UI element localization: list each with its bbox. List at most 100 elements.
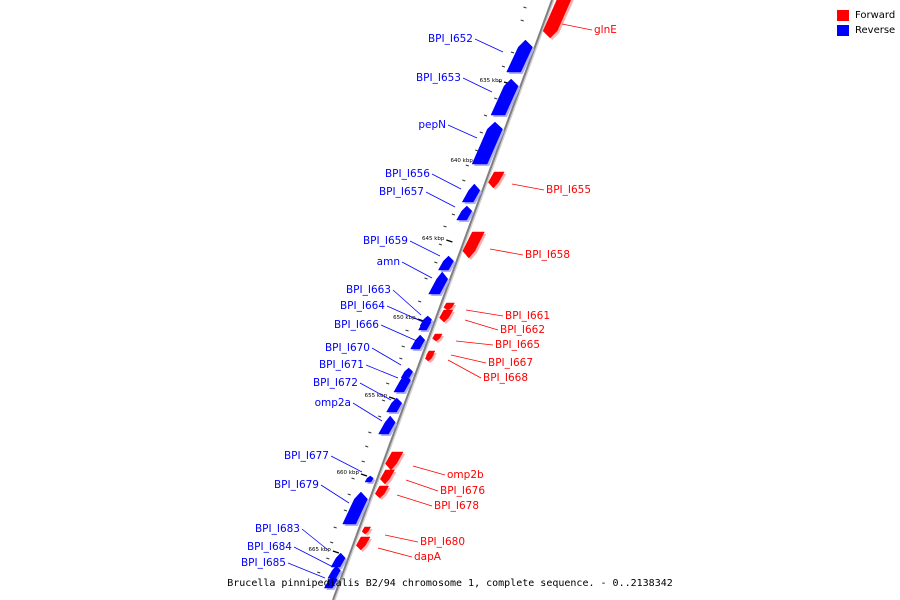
gene-glyph-BPI_I653 (490, 78, 519, 116)
kbp-tick (360, 473, 368, 477)
minor-tick (333, 526, 337, 529)
minor-tick (443, 225, 447, 228)
gene-connector (447, 359, 482, 379)
gene-connector (371, 347, 402, 366)
gene-connector (320, 484, 350, 504)
minor-tick (462, 179, 466, 182)
minor-tick (494, 97, 498, 100)
map-caption: Brucella pinnipedialis B2/94 chromosome … (227, 578, 673, 589)
gene-glyph-BPI_I672 (386, 397, 403, 413)
kbp-tick-label: 635 kbp (480, 78, 503, 84)
minor-tick (347, 493, 351, 496)
gene-label: BPI_I668 (483, 372, 528, 384)
gene-connector (464, 319, 499, 331)
reverse-swatch (837, 25, 849, 36)
gene-label: BPI_I653 (416, 72, 461, 84)
gene-label: BPI_I662 (500, 324, 545, 336)
gene-connector (412, 465, 446, 476)
gene-connector (401, 261, 433, 279)
gene-glyph-BPI_I655 (488, 171, 505, 189)
minor-tick (401, 345, 405, 348)
gene-label: BPI_I663 (346, 284, 391, 296)
minor-tick (483, 114, 488, 117)
gene-connector (431, 173, 462, 190)
gene-connector (287, 562, 326, 579)
gene-glyph-BPI_I676 (380, 469, 395, 485)
minor-tick (343, 509, 348, 512)
gene-glyph-BPI_I680 (361, 526, 372, 535)
kbp-tick-label: 650 kbp (393, 315, 416, 321)
gene-label: BPI_I683 (255, 523, 300, 535)
gene-glyph-BPI_I656 (461, 183, 481, 203)
gene-label: omp2a (315, 397, 351, 409)
gene-connector (447, 124, 478, 139)
kbp-tick (446, 239, 453, 243)
gene-connector (425, 191, 456, 208)
gene-label: BPI_I659 (363, 235, 408, 247)
gene-label: BPI_I658 (525, 249, 570, 261)
gene-glyph-BPI_I657 (456, 205, 473, 221)
legend-forward: Forward (837, 8, 895, 23)
gene-glyph-pepN (471, 121, 503, 165)
gene-connector (561, 23, 593, 31)
gene-glyph-BPI_I661 (443, 302, 455, 311)
gene-label: BPI_I679 (274, 479, 319, 491)
minor-tick (465, 164, 469, 167)
gene-connector (384, 534, 419, 543)
minor-tick (330, 541, 334, 544)
gene-glyph-BPI_I677 (364, 475, 374, 483)
minor-tick (417, 300, 422, 303)
gene-glyph-BPI_I658 (462, 231, 485, 259)
gene-label: BPI_I677 (284, 450, 329, 462)
gene-connector (352, 402, 383, 422)
gene-glyph-dapA (355, 536, 371, 551)
kbp-tick-label: 645 kbp (422, 236, 445, 242)
minor-tick (501, 65, 506, 68)
minor-tick (438, 243, 443, 246)
gene-glyph-omp2b (385, 451, 404, 471)
gene-connector (386, 305, 424, 323)
kbp-tick (332, 550, 340, 554)
gene-glyph-BPI_I664 (418, 317, 432, 331)
minor-tick (520, 19, 524, 22)
gene-label: BPI_I667 (488, 357, 533, 369)
gene-label: pepN (418, 119, 446, 131)
gene-connector (330, 455, 363, 473)
minor-tick (351, 477, 355, 480)
minor-tick (365, 445, 369, 448)
gene-label: BPI_I656 (385, 168, 430, 180)
gene-label: BPI_I665 (495, 339, 540, 351)
gene-label: BPI_I678 (434, 500, 479, 512)
minor-tick (368, 431, 372, 434)
gene-connector (359, 382, 392, 401)
gene-glyph-BPI_I685 (323, 574, 338, 589)
gene-connector (489, 248, 524, 256)
gene-connector (301, 528, 329, 551)
gene-connector (392, 289, 422, 316)
gene-label: BPI_I671 (319, 359, 364, 371)
gene-connector (511, 183, 545, 191)
gene-label: BPI_I684 (247, 541, 292, 553)
gene-glyph-BPI_I665 (432, 333, 443, 342)
minor-tick (361, 460, 365, 463)
gene-glyph-amn (428, 271, 449, 295)
gene-label: BPI_I670 (325, 342, 370, 354)
gene-connector (462, 77, 493, 93)
kbp-tick (388, 396, 396, 400)
gene-glyph-glnE (542, 0, 572, 39)
forward-swatch (837, 10, 849, 21)
gene-label: BPI_I676 (440, 485, 485, 497)
gene-connector (465, 309, 504, 317)
gene-glyph-BPI_I659 (438, 255, 454, 271)
minor-tick (523, 6, 527, 9)
minor-tick (424, 277, 428, 280)
minor-tick (405, 329, 409, 332)
backbone (332, 0, 553, 600)
gene-label: BPI_I661 (505, 310, 550, 322)
gene-connector (474, 38, 504, 53)
gene-label: BPI_I672 (313, 377, 358, 389)
minor-tick (399, 357, 403, 360)
gene-label: BPI_I680 (420, 536, 465, 548)
kbp-tick (417, 318, 424, 322)
gene-connector (405, 479, 439, 492)
